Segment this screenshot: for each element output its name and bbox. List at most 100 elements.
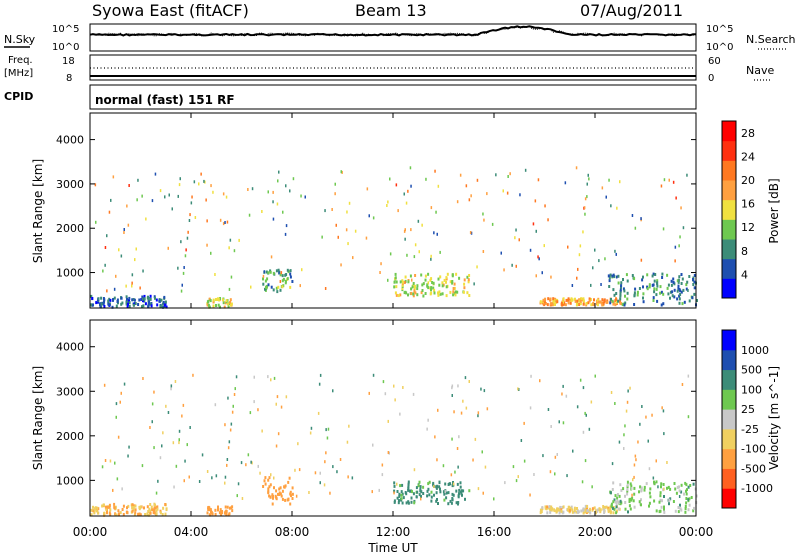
- echo-cell: [445, 276, 448, 280]
- echo-cell: [692, 283, 695, 286]
- x-tick-label: 12:00: [376, 525, 411, 539]
- echo-cell: [663, 505, 665, 509]
- echo-cell: [402, 496, 405, 500]
- velocity-colorbar-swatch: [722, 369, 736, 390]
- echo-cell: [582, 386, 585, 390]
- echo-cell: [340, 263, 342, 267]
- echo-cell: [542, 298, 545, 302]
- echo-cell: [412, 294, 415, 298]
- echo-cell: [687, 508, 690, 512]
- echo-cell: [279, 486, 282, 490]
- echo-cell: [335, 223, 337, 227]
- echo-cell: [626, 291, 629, 295]
- echo-cell: [642, 285, 644, 289]
- echo-cell: [346, 440, 349, 444]
- echo-cell: [643, 488, 646, 492]
- echo-cell: [574, 297, 576, 301]
- echo-cell: [397, 209, 399, 213]
- echo-cell: [681, 277, 684, 281]
- echo-cell: [134, 508, 137, 512]
- echo-cell: [348, 424, 350, 428]
- echo-cell: [128, 296, 131, 300]
- echo-cell: [659, 291, 662, 295]
- velocity-panel-bg: [90, 320, 696, 516]
- echo-cell: [329, 491, 331, 495]
- echo-cell: [627, 510, 629, 514]
- echo-cell: [544, 506, 547, 510]
- echo-cell: [509, 172, 511, 176]
- echo-cell: [484, 465, 487, 469]
- echo-cell: [186, 236, 189, 240]
- echo-cell: [680, 290, 683, 294]
- echo-cell: [631, 496, 634, 500]
- echo-cell: [393, 280, 396, 284]
- echo-cell: [616, 509, 618, 513]
- echo-cell: [591, 485, 593, 489]
- echo-cell: [653, 480, 655, 484]
- echo-cell: [684, 510, 687, 514]
- echo-cell: [473, 282, 475, 286]
- echo-cell: [609, 273, 612, 277]
- echo-cell: [395, 183, 398, 187]
- echo-cell: [632, 478, 634, 482]
- echo-cell: [394, 272, 397, 276]
- echo-cell: [656, 299, 659, 303]
- echo-cell: [134, 504, 137, 508]
- echo-cell: [138, 298, 141, 302]
- echo-cell: [207, 299, 210, 303]
- echo-cell: [103, 305, 106, 308]
- echo-cell: [372, 216, 375, 220]
- echo-cell: [688, 497, 691, 501]
- echo-cell: [546, 303, 549, 307]
- echo-cell: [437, 291, 439, 295]
- echo-cell: [418, 250, 420, 254]
- echo-cell: [410, 228, 412, 232]
- echo-cell: [666, 461, 668, 464]
- echo-cell: [661, 272, 664, 276]
- echo-cell: [691, 296, 694, 300]
- echo-cell: [456, 290, 459, 294]
- echo-cell: [638, 500, 641, 504]
- echo-cell: [680, 282, 683, 285]
- echo-cell: [619, 301, 622, 305]
- echo-cell: [301, 268, 303, 272]
- echo-cell: [474, 437, 477, 441]
- echo-cell: [503, 268, 505, 272]
- echo-cell: [429, 278, 432, 282]
- echo-cell: [393, 481, 396, 485]
- echo-cell: [619, 180, 621, 184]
- echo-cell: [605, 195, 607, 199]
- echo-cell: [172, 441, 175, 445]
- echo-cell: [430, 291, 433, 295]
- x-tick-label: 20:00: [578, 525, 613, 539]
- echo-cell: [286, 268, 289, 272]
- echo-cell: [381, 473, 384, 477]
- echo-cell: [175, 464, 178, 468]
- echo-cell: [671, 290, 674, 294]
- echo-cell: [100, 296, 103, 300]
- echo-cell: [493, 497, 495, 501]
- echo-cell: [681, 383, 684, 386]
- echo-cell: [404, 281, 406, 284]
- echo-cell: [142, 269, 144, 273]
- echo-cell: [631, 487, 633, 491]
- echo-cell: [430, 277, 433, 281]
- echo-cell: [630, 498, 633, 502]
- echo-cell: [588, 297, 591, 301]
- echo-cell: [685, 287, 688, 291]
- echo-cell: [131, 509, 134, 513]
- echo-cell: [560, 508, 563, 512]
- echo-cell: [123, 228, 125, 231]
- echo-cell: [162, 305, 164, 309]
- echo-cell: [125, 299, 128, 303]
- echo-cell: [544, 302, 547, 305]
- echo-cell: [149, 297, 152, 301]
- echo-cell: [608, 279, 611, 283]
- echo-cell: [409, 274, 412, 278]
- echo-cell: [611, 299, 614, 303]
- echo-cell: [137, 178, 139, 182]
- echo-cell: [549, 470, 552, 474]
- echo-cell: [413, 468, 416, 472]
- echo-cell: [576, 510, 579, 514]
- echo-cell: [446, 272, 449, 276]
